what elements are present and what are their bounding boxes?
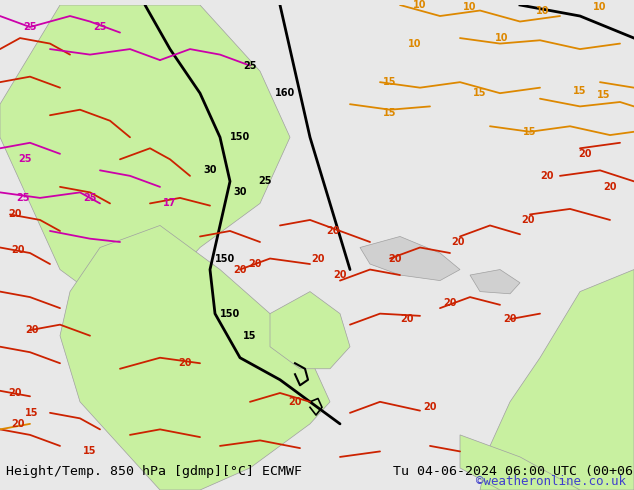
Text: 20: 20	[8, 209, 22, 220]
Text: 15: 15	[243, 331, 257, 341]
Text: 20: 20	[451, 237, 465, 247]
Text: 10: 10	[408, 39, 422, 49]
Text: 20: 20	[327, 226, 340, 236]
Text: 20: 20	[288, 397, 302, 407]
Text: Tu 04-06-2024 06:00 UTC (00+06): Tu 04-06-2024 06:00 UTC (00+06)	[393, 465, 634, 478]
Text: 25: 25	[16, 193, 30, 203]
Text: 25: 25	[18, 154, 32, 164]
Text: 150: 150	[215, 253, 235, 264]
Polygon shape	[480, 270, 634, 490]
Text: 20: 20	[11, 419, 25, 429]
Text: 10: 10	[593, 2, 607, 12]
Text: 20: 20	[311, 253, 325, 264]
Polygon shape	[0, 5, 290, 314]
Text: 25: 25	[83, 193, 97, 203]
Text: 20: 20	[578, 149, 592, 159]
Text: 20: 20	[333, 270, 347, 280]
Text: 10: 10	[463, 2, 477, 12]
Text: 20: 20	[25, 325, 39, 335]
Text: 150: 150	[230, 132, 250, 142]
Polygon shape	[270, 292, 350, 369]
Polygon shape	[360, 237, 460, 281]
Text: 20: 20	[249, 259, 262, 269]
Text: 15: 15	[597, 90, 611, 100]
Text: 30: 30	[204, 165, 217, 175]
Text: 20: 20	[443, 297, 456, 308]
Text: 30: 30	[233, 187, 247, 197]
Text: 20: 20	[521, 215, 534, 225]
Polygon shape	[60, 225, 330, 490]
Text: 20: 20	[400, 314, 414, 324]
Text: 15: 15	[83, 446, 97, 456]
Text: 20: 20	[11, 245, 25, 255]
Polygon shape	[470, 270, 520, 294]
Text: Height/Temp. 850 hPa [gdmp][°C] ECMWF: Height/Temp. 850 hPa [gdmp][°C] ECMWF	[6, 465, 302, 478]
Text: 10: 10	[413, 0, 427, 10]
Text: 15: 15	[383, 108, 397, 118]
Text: 20: 20	[603, 182, 617, 192]
Text: 25: 25	[23, 22, 37, 32]
Text: 15: 15	[25, 408, 39, 418]
Text: 10: 10	[495, 33, 508, 43]
Polygon shape	[460, 435, 580, 490]
Text: 15: 15	[383, 77, 397, 87]
Text: 20: 20	[503, 314, 517, 324]
Text: 10: 10	[536, 5, 550, 16]
Text: 20: 20	[388, 253, 402, 264]
Text: 17: 17	[163, 198, 177, 208]
Text: 160: 160	[275, 88, 295, 98]
Text: 20: 20	[540, 171, 553, 181]
Text: 15: 15	[523, 127, 537, 137]
Text: 20: 20	[233, 265, 247, 274]
Text: 25: 25	[243, 61, 257, 71]
Text: 20: 20	[178, 358, 191, 368]
Text: 25: 25	[258, 176, 272, 186]
Text: 15: 15	[573, 86, 586, 96]
Text: 150: 150	[220, 309, 240, 318]
Text: ©weatheronline.co.uk: ©weatheronline.co.uk	[476, 474, 626, 488]
Text: 25: 25	[93, 22, 107, 32]
Text: 15: 15	[473, 88, 487, 98]
Text: 20: 20	[424, 402, 437, 412]
Text: 20: 20	[8, 388, 22, 398]
